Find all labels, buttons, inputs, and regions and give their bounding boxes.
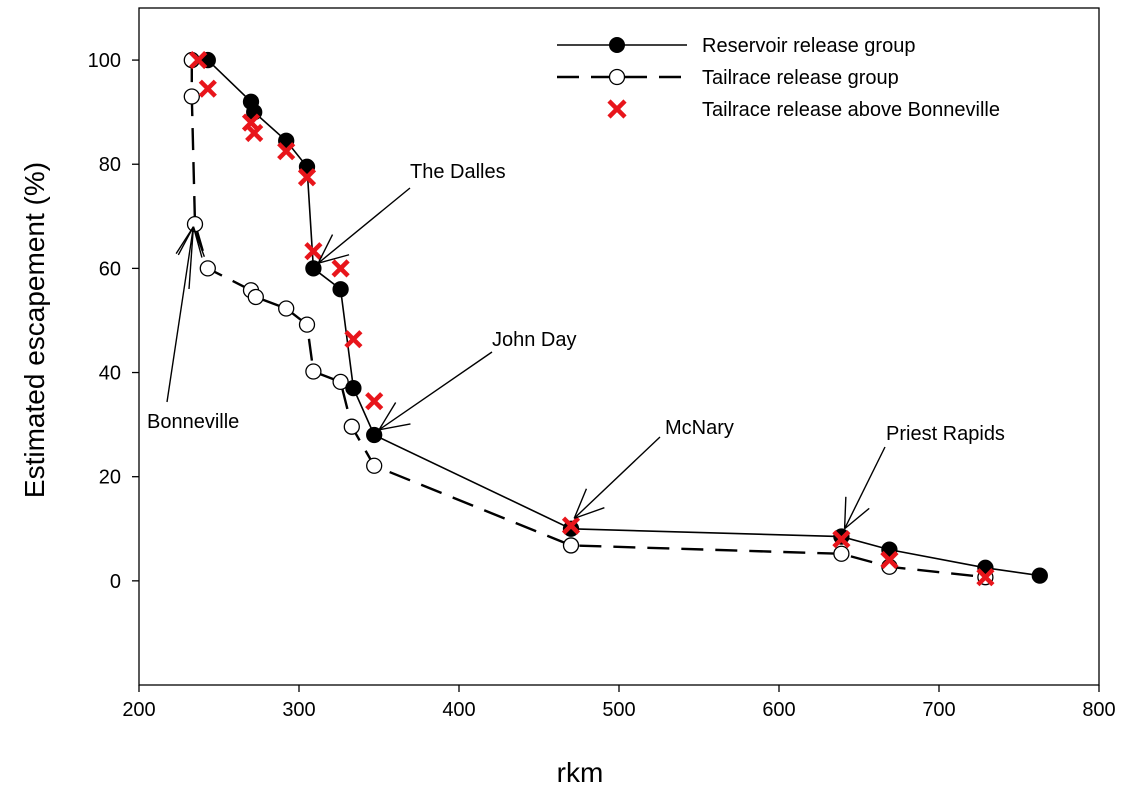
data-point-tailrace-release-above-bonneville — [561, 516, 581, 535]
annotation-label-mcnary: McNary — [665, 417, 734, 439]
y-tick-label: 100 — [88, 50, 121, 72]
x-tick-label: 600 — [762, 699, 795, 721]
data-point-tailrace-release-group — [183, 88, 200, 105]
data-point-tailrace-release-group — [305, 363, 322, 380]
data-point-reservoir-release-group — [1031, 567, 1048, 584]
data-point-tailrace-release-group — [298, 316, 316, 333]
x-tick-label: 400 — [442, 699, 475, 721]
annotation-label-priest-rapids: Priest Rapids — [886, 423, 1005, 445]
data-point-tailrace-release-above-bonneville — [331, 259, 350, 278]
legend-marker-reservoir — [609, 37, 625, 53]
x-tick-label: 500 — [602, 699, 635, 721]
legend-label-reservoir: Reservoir release group — [702, 35, 915, 57]
legend-marker-tailrace — [608, 68, 626, 86]
data-point-tailrace-release-above-bonneville — [832, 530, 851, 549]
legend-label-tailrace: Tailrace release group — [702, 67, 899, 89]
legend: Reservoir release group Tailrace release… — [557, 35, 1000, 121]
x-axis-title: rkm — [557, 757, 604, 788]
data-point-tailrace-release-above-bonneville — [189, 50, 208, 70]
data-point-reservoir-release-group — [345, 380, 362, 397]
data-point-tailrace-release-above-bonneville — [344, 330, 363, 349]
annotation-arrow-mcnary — [573, 436, 661, 520]
annotation-arrow-john-day — [378, 351, 493, 431]
series-line-reservoir-release-group — [207, 59, 1040, 577]
legend-marker-above-bonneville — [607, 99, 627, 119]
series-layer — [183, 50, 1048, 587]
series-line-tailrace-release-group — [190, 60, 986, 579]
y-tick-label: 60 — [99, 258, 121, 280]
data-point-reservoir-release-group — [305, 260, 322, 277]
annotation-arrow-bonneville — [166, 226, 203, 403]
y-tick-label: 20 — [99, 467, 121, 489]
y-axis-title: Estimated escapement (%) — [19, 162, 50, 498]
x-tick-label: 800 — [1082, 699, 1115, 721]
data-point-tailrace-release-group — [562, 537, 580, 554]
data-point-tailrace-release-above-bonneville — [297, 168, 317, 187]
data-point-reservoir-release-group — [366, 426, 383, 444]
data-point-tailrace-release-above-bonneville — [304, 242, 323, 261]
x-tick-label: 300 — [282, 699, 315, 721]
axis-ticks: 200 300 400 500 600 700 800 0 20 40 60 80 100 — [88, 50, 1116, 721]
data-point-tailrace-release-above-bonneville — [245, 123, 264, 143]
data-point-reservoir-release-group — [332, 281, 349, 298]
annotation-arrow-the-dalles — [317, 187, 411, 264]
annotation-arrow-priest-rapids — [843, 446, 886, 530]
data-point-tailrace-release-group — [833, 545, 850, 562]
data-point-tailrace-release-above-bonneville — [976, 568, 995, 587]
y-tick-label: 0 — [110, 571, 121, 593]
data-point-tailrace-release-above-bonneville — [198, 79, 217, 98]
data-point-tailrace-release-group — [199, 260, 216, 277]
data-point-tailrace-release-group — [343, 418, 360, 435]
data-point-tailrace-release-above-bonneville — [277, 142, 296, 161]
annotation-layer: Bonneville The Dalles John Day McNary Pr… — [147, 161, 1005, 530]
data-point-tailrace-release-group — [366, 457, 383, 474]
data-point-tailrace-release-above-bonneville — [365, 392, 384, 411]
legend-label-above-bonneville: Tailrace release above Bonneville — [702, 99, 1000, 121]
x-tick-label: 700 — [922, 699, 955, 721]
data-point-tailrace-release-group — [247, 288, 264, 306]
x-tick-label: 200 — [122, 699, 155, 721]
data-point-tailrace-release-group — [332, 373, 349, 391]
annotation-label-john-day: John Day — [492, 329, 577, 351]
annotation-label-the-dalles: The Dalles — [410, 161, 506, 183]
y-tick-label: 80 — [99, 154, 121, 176]
annotation-arrow-bonneville — [177, 226, 206, 290]
annotation-label-bonneville: Bonneville — [147, 411, 239, 433]
data-point-tailrace-release-group — [278, 300, 295, 317]
data-point-tailrace-release-above-bonneville — [880, 550, 899, 570]
y-tick-label: 40 — [99, 363, 121, 385]
